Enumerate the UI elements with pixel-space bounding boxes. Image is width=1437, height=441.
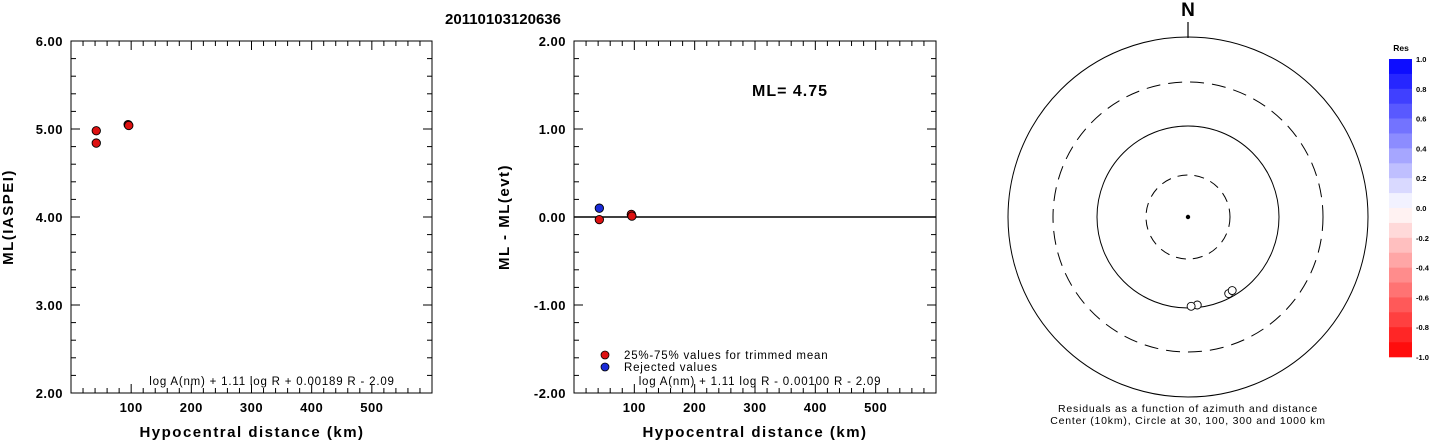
- legend-rejected-marker: [600, 362, 610, 372]
- left-ticks: [71, 41, 432, 393]
- legend-rejected-label: Rejected values: [624, 362, 718, 374]
- colorbar-cell: [1389, 163, 1412, 179]
- left-x-tick-label: 200: [180, 400, 203, 415]
- middle-x-tick-label: 100: [623, 400, 646, 415]
- ring-300km: [1052, 81, 1324, 353]
- left-points: [91, 119, 134, 148]
- polar-station-point: [1186, 301, 1196, 311]
- colorbar-label: 0.4: [1416, 144, 1427, 153]
- polar-caption-line-2: Center (10km), Circle at 30, 100, 300 an…: [1050, 415, 1326, 427]
- left-data-point: [124, 120, 134, 131]
- colorbar-cell: [1389, 342, 1412, 358]
- colorbar-cell: [1389, 237, 1412, 253]
- legend-accepted-label: 25%-75% values for trimmed mean: [624, 350, 828, 362]
- colorbar-cell: [1389, 222, 1412, 239]
- polar-center: [1185, 214, 1191, 220]
- colorbar-cell: [1389, 118, 1412, 134]
- left-tick-labels: 100 200 300 400 500 2.00 3.00 4.00 5.00 6.00: [36, 34, 383, 415]
- colorbar-cell: [1389, 193, 1412, 209]
- left-data-point: [91, 126, 101, 136]
- middle-y-tick-label: -2.00: [534, 386, 566, 401]
- north-label: N: [1181, 0, 1195, 21]
- colorbar-label: 0.8: [1416, 85, 1426, 94]
- colorbar-label: 0.0: [1416, 204, 1426, 213]
- left-y-axis-label: ML(IASPEI): [0, 169, 17, 265]
- left-x-tick-label: 400: [300, 400, 323, 415]
- colorbar-cell: [1389, 133, 1412, 149]
- left-y-tick-label: 4.00: [36, 210, 63, 225]
- colorbar-label: -0.8: [1416, 323, 1429, 332]
- ring-30km: [1145, 174, 1231, 260]
- residual-colorbar: Res 1.0 0.8 0.6 0.4 0.2 0.0 -0.2 -0.4 -0.6 -0.8 -1…: [1389, 43, 1430, 362]
- left-x-tick-label: 100: [120, 400, 143, 415]
- left-x-tick-label: 500: [360, 400, 383, 415]
- middle-y-tick-label: 2.00: [539, 34, 566, 49]
- colorbar-title: Res: [1393, 43, 1409, 53]
- middle-tick-labels: 100 200 300 400 500 -2.00 -1.00 0.00 1.00 2.00: [534, 34, 887, 415]
- polar-points: [1186, 286, 1237, 311]
- left-data-point: [91, 138, 101, 148]
- ring-1000km: [1007, 36, 1369, 398]
- colorbar-label: -0.6: [1416, 293, 1429, 302]
- colorbar-labels: 1.0 0.8 0.6 0.4 0.2 0.0 -0.2 -0.4 -0.6 -0.8 -1.0: [1416, 55, 1430, 362]
- colorbar-cell: [1389, 73, 1412, 90]
- colorbar-cell: [1389, 178, 1412, 194]
- colorbar-label: -0.4: [1416, 264, 1430, 273]
- colorbar-cell: [1389, 282, 1412, 298]
- polar-caption-line-1: Residuals as a function of azimuth and d…: [1058, 403, 1318, 415]
- event-title: 20110103120636: [445, 11, 561, 28]
- middle-x-tick-label: 300: [743, 400, 766, 415]
- middle-x-tick-label: 400: [804, 400, 827, 415]
- middle-y-tick-label: 1.00: [539, 122, 566, 137]
- polar-station-point: [1227, 286, 1237, 295]
- middle-data-point: [627, 211, 637, 221]
- colorbar-label: 0.6: [1416, 115, 1426, 124]
- colorbar-cell: [1389, 208, 1412, 224]
- left-y-tick-label: 6.00: [36, 34, 63, 49]
- colorbar-cell: [1389, 148, 1412, 164]
- left-y-tick-label: 2.00: [36, 386, 63, 401]
- colorbar-cell: [1389, 88, 1412, 104]
- left-formula: log A(nm) + 1.11 log R + 0.00189 R - 2.0…: [149, 376, 394, 388]
- middle-x-tick-label: 500: [864, 400, 887, 415]
- colorbar-cell: [1389, 312, 1412, 328]
- colorbar-label: 0.2: [1416, 174, 1426, 183]
- colorbar-label: -1.0: [1416, 353, 1429, 362]
- colorbar-cell: [1389, 59, 1412, 75]
- middle-y-axis-label: ML - ML(evt): [496, 164, 513, 270]
- polar-chart: N Residuals as a function of azimuth and…: [1007, 0, 1369, 427]
- colorbar-label: 1.0: [1416, 55, 1426, 64]
- middle-chart: 100 200 300 400 500 -2.00 -1.00 0.00 1.00 2.00 ML…: [496, 34, 937, 441]
- middle-points: [594, 203, 637, 225]
- middle-ticks: [574, 41, 936, 393]
- middle-formula: log A(nm) + 1.11 log R - 0.00100 R - 2.0…: [639, 376, 882, 388]
- colorbar-label: -0.2: [1416, 234, 1429, 243]
- colorbar-cell: [1389, 252, 1412, 268]
- colorbar-cells: [1389, 59, 1412, 358]
- middle-x-axis-label: Hypocentral distance (km): [642, 424, 867, 441]
- middle-y-tick-label: -1.00: [534, 298, 566, 313]
- left-y-tick-label: 5.00: [36, 122, 63, 137]
- colorbar-cell: [1389, 327, 1412, 343]
- colorbar-cell: [1389, 267, 1412, 283]
- left-x-axis-label: Hypocentral distance (km): [139, 424, 364, 441]
- middle-x-tick-label: 200: [683, 400, 706, 415]
- middle-data-point: [594, 214, 604, 225]
- left-plot-frame: [70, 40, 433, 394]
- left-y-tick-label: 3.00: [36, 298, 63, 313]
- left-x-tick-label: 300: [240, 400, 263, 415]
- legend-accepted-marker: [600, 350, 610, 360]
- ml-value-label: ML= 4.75: [752, 83, 828, 100]
- left-chart: 100 200 300 400 500 2.00 3.00 4.00 5.00 6.00 log …: [0, 34, 433, 441]
- middle-data-point: [594, 203, 604, 213]
- middle-y-tick-label: 0.00: [539, 210, 566, 225]
- colorbar-cell: [1389, 297, 1412, 313]
- colorbar-cell: [1389, 103, 1412, 119]
